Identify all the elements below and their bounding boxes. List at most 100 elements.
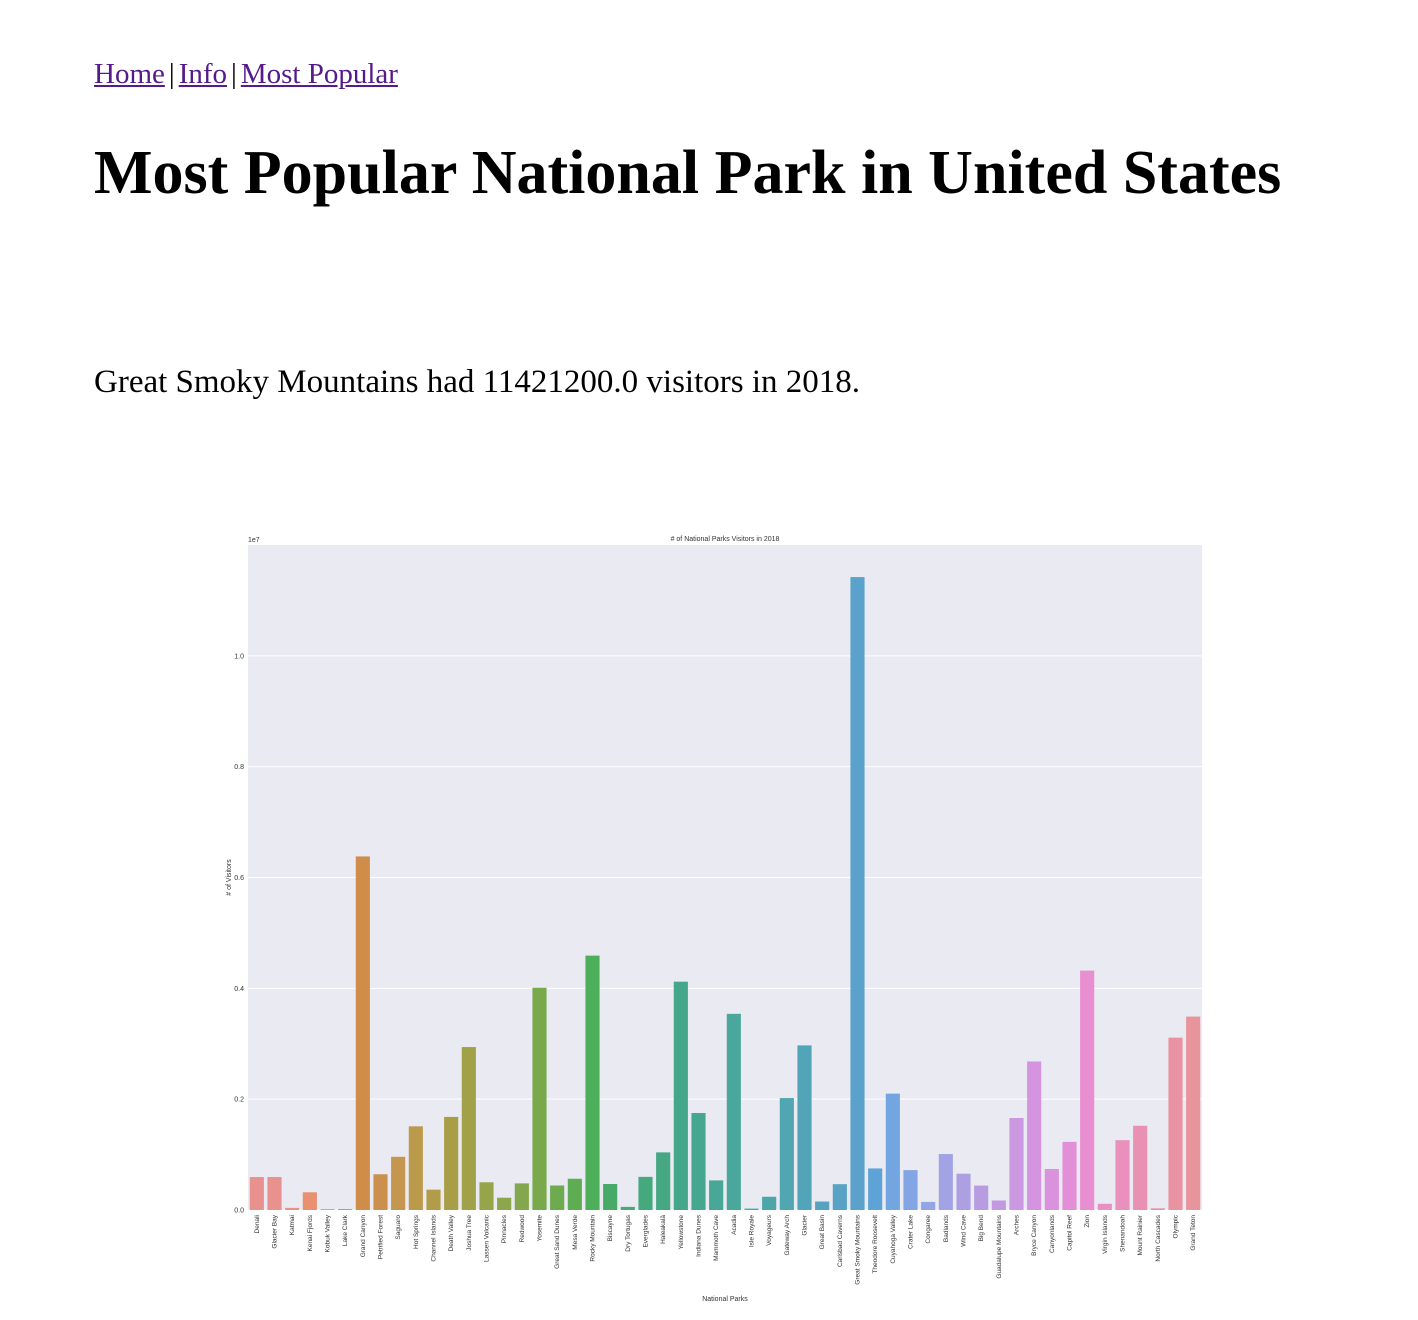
- x-tick-label: Rocky Mountain: [590, 1215, 597, 1262]
- bar-haleakal-: [656, 1152, 671, 1210]
- x-tick-label: North Cascades: [1155, 1214, 1162, 1261]
- y-offset-label: 1e7: [248, 537, 260, 544]
- x-tick-label: Channel Islands: [431, 1214, 438, 1261]
- bar-glacier: [797, 1045, 812, 1210]
- bar-olympic: [1168, 1037, 1183, 1210]
- nav-info-link[interactable]: Info: [178, 58, 228, 90]
- bar-katmai: [285, 1207, 300, 1210]
- bar-channel-islands: [426, 1189, 441, 1210]
- x-tick-label: Acadia: [731, 1215, 738, 1235]
- x-tick-label: Great Smoky Mountains: [855, 1214, 862, 1284]
- x-tick-label: Capitol Reef: [1067, 1215, 1074, 1251]
- bar-cuyahoga-valley: [885, 1093, 900, 1210]
- bar-grand-teton: [1186, 1016, 1201, 1210]
- bar-capitol-reef: [1062, 1141, 1077, 1210]
- y-tick-label: 1.0: [234, 653, 244, 660]
- bar-big-bend: [974, 1185, 989, 1210]
- x-tick-label: Zion: [1084, 1215, 1091, 1228]
- x-tick-label: Indiana Dunes: [696, 1214, 703, 1257]
- x-tick-label: Saguaro: [395, 1215, 402, 1240]
- x-tick-label: Guadalupe Mountains: [996, 1214, 1003, 1278]
- bar-joshua-tree: [461, 1047, 476, 1210]
- x-tick-label: Congaree: [925, 1215, 932, 1244]
- visitors-bar-chart: 0.0 0.2 0.4 0.6 0.8 1.0 Denali Glacier Bay Katm…: [226, 536, 1202, 1303]
- x-tick-label: Gateway Arch: [784, 1215, 791, 1256]
- x-tick-label: Pinnacles: [501, 1214, 508, 1243]
- x-tick-label: Hot Springs: [413, 1214, 420, 1249]
- bar-arches: [1009, 1118, 1024, 1210]
- x-tick-label: Kenai Fjords: [307, 1214, 314, 1251]
- bar-kenai-fjords: [302, 1192, 317, 1210]
- bar-yellowstone: [673, 981, 688, 1210]
- nav-most-popular-link[interactable]: Most Popular: [240, 58, 398, 90]
- bar-congaree: [921, 1201, 936, 1210]
- x-tick-label: Great Sand Dunes: [554, 1214, 561, 1269]
- x-tick-label: Bryce Canyon: [1031, 1215, 1038, 1256]
- bar-north-cascades: [1150, 1208, 1165, 1210]
- x-tick-label: Carlsbad Caverns: [837, 1214, 844, 1267]
- nav-separator: |: [231, 58, 237, 90]
- x-tick-label: Mammoth Cave: [713, 1215, 720, 1261]
- bar-acadia: [726, 1013, 741, 1210]
- breadcrumb-nav: Home | Info | Most Popular: [94, 58, 398, 91]
- y-tick-label: 0.2: [234, 1097, 244, 1104]
- x-tick-label: Kobuk Valley: [325, 1214, 332, 1252]
- bar-saguaro: [391, 1156, 406, 1210]
- bar-yosemite: [532, 987, 547, 1210]
- x-tick-label: Yellowstone: [678, 1215, 685, 1250]
- bar-mesa-verde: [567, 1178, 582, 1210]
- x-tick-label: Dry Tortugas: [625, 1214, 632, 1251]
- bar-biscayne: [603, 1184, 618, 1210]
- y-tick-label: 0.0: [234, 1208, 244, 1215]
- bar-indiana-dunes: [691, 1113, 706, 1210]
- bar-mammoth-cave: [709, 1180, 724, 1210]
- nav-separator: |: [168, 58, 175, 90]
- x-tick-label: Lassen Volcanic: [484, 1214, 491, 1262]
- x-tick-label: Haleakalā: [660, 1215, 667, 1244]
- x-tick-label: Badlands: [943, 1214, 950, 1242]
- x-tick-label: Death Valley: [448, 1214, 455, 1251]
- x-tick-label: Mount Rainier: [1137, 1214, 1144, 1255]
- bar-denali: [249, 1177, 264, 1210]
- bar-lassen-volcanic: [479, 1182, 494, 1210]
- x-tick-label: Cuyahoga Valley: [890, 1214, 897, 1263]
- bar-carlsbad-caverns: [832, 1184, 847, 1210]
- bar-guadalupe-mountains: [991, 1200, 1006, 1210]
- bar-bryce-canyon: [1027, 1061, 1042, 1210]
- bar-zion: [1080, 970, 1095, 1210]
- y-axis-label: # of Visitors: [226, 859, 233, 896]
- x-tick-label: Grand Teton: [1190, 1215, 1197, 1251]
- bar-great-sand-dunes: [550, 1185, 565, 1210]
- chart-title: # of National Parks Visitors in 2018: [671, 536, 780, 543]
- bar-lake-clark: [338, 1209, 353, 1210]
- bar-dry-tortugas: [620, 1206, 635, 1210]
- bar-great-smoky-mountains: [850, 577, 865, 1210]
- bar-death-valley: [444, 1116, 459, 1210]
- bar-isle-royale: [744, 1208, 759, 1210]
- x-tick-label: Redwood: [519, 1215, 526, 1243]
- nav-home-link[interactable]: Home: [94, 58, 165, 90]
- bar-grand-canyon: [355, 856, 370, 1210]
- bar-pinnacles: [497, 1197, 512, 1210]
- x-tick-label: Biscayne: [607, 1215, 614, 1242]
- bar-virgin-islands: [1097, 1203, 1112, 1210]
- x-tick-label: Shenandoah: [1120, 1215, 1127, 1252]
- bar-rocky-mountain: [585, 955, 600, 1210]
- x-tick-label: Voyageurs: [766, 1214, 773, 1245]
- y-tick-label: 0.6: [234, 875, 244, 882]
- x-tick-label: Wind Cave: [961, 1215, 968, 1247]
- x-tick-label: Katmai: [289, 1215, 296, 1235]
- y-tick-label: 0.8: [234, 764, 244, 771]
- bars: [249, 577, 1201, 1210]
- y-tick-labels: 0.0 0.2 0.4 0.6 0.8 1.0: [234, 653, 244, 1214]
- bar-shenandoah: [1115, 1140, 1130, 1210]
- x-tick-label: Virgin Islands: [1102, 1214, 1109, 1254]
- x-tick-labels: Denali Glacier Bay Katmai Kenai Fjords Kobuk…: [254, 1214, 1197, 1285]
- x-tick-label: Theodore Roosevelt: [872, 1215, 879, 1274]
- x-tick-label: Lake Clark: [342, 1214, 349, 1246]
- bar-mount-rainier: [1133, 1125, 1148, 1210]
- x-tick-label: Mesa Verde: [572, 1215, 579, 1250]
- bar-voyageurs: [762, 1196, 777, 1210]
- x-tick-label: Big Bend: [978, 1215, 985, 1242]
- bar-redwood: [514, 1183, 529, 1210]
